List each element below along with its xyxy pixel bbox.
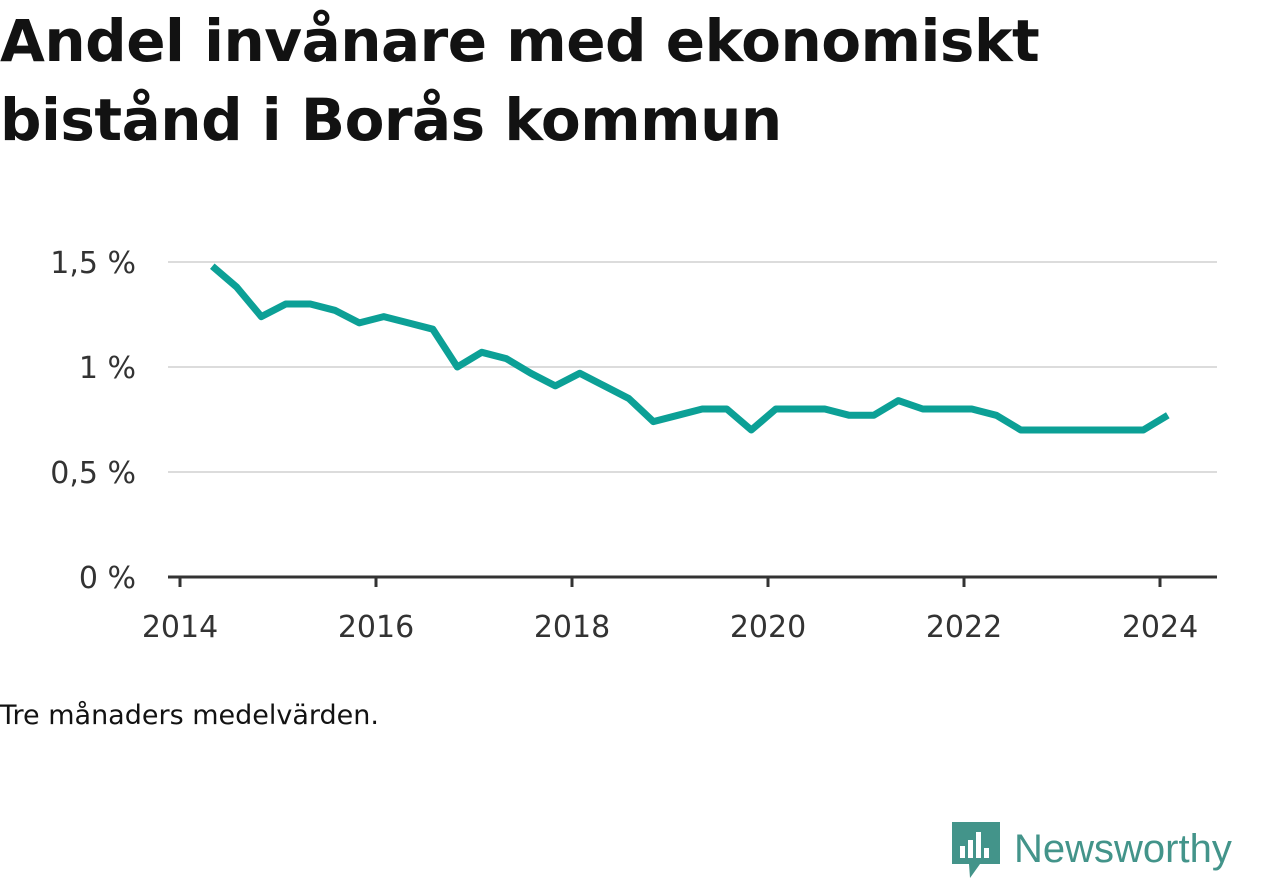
series-line	[210, 263, 1170, 434]
chart-title: Andel invånare med ekonomiskt bistånd i …	[0, 7, 1040, 154]
y-tick-label: 0 %	[79, 561, 136, 596]
x-tick-label: 2020	[730, 610, 806, 645]
brand-name: Newsworthy	[1014, 827, 1232, 871]
x-tick-label: 2024	[1122, 610, 1198, 645]
y-axis-labels: 0 % 0,5 % 1 % 1,5 %	[50, 246, 136, 596]
gridlines	[168, 261, 1217, 473]
y-tick-label: 1 %	[79, 351, 136, 386]
x-tick-label: 2018	[534, 610, 610, 645]
chart-bubble-icon	[952, 822, 1000, 878]
x-axis: 2014 2016 2018 2020 2022 2024	[142, 575, 1217, 645]
brand-logo: Newsworthy	[950, 818, 1232, 880]
y-tick-label: 0,5 %	[50, 456, 136, 491]
y-tick-label: 1,5 %	[50, 246, 136, 281]
x-tick-label: 2014	[142, 610, 218, 645]
x-tick-label: 2016	[338, 610, 414, 645]
x-tick-label: 2022	[926, 610, 1002, 645]
chart-caption: Tre månaders medelvärden.	[0, 700, 379, 731]
series-lines	[210, 263, 1170, 434]
